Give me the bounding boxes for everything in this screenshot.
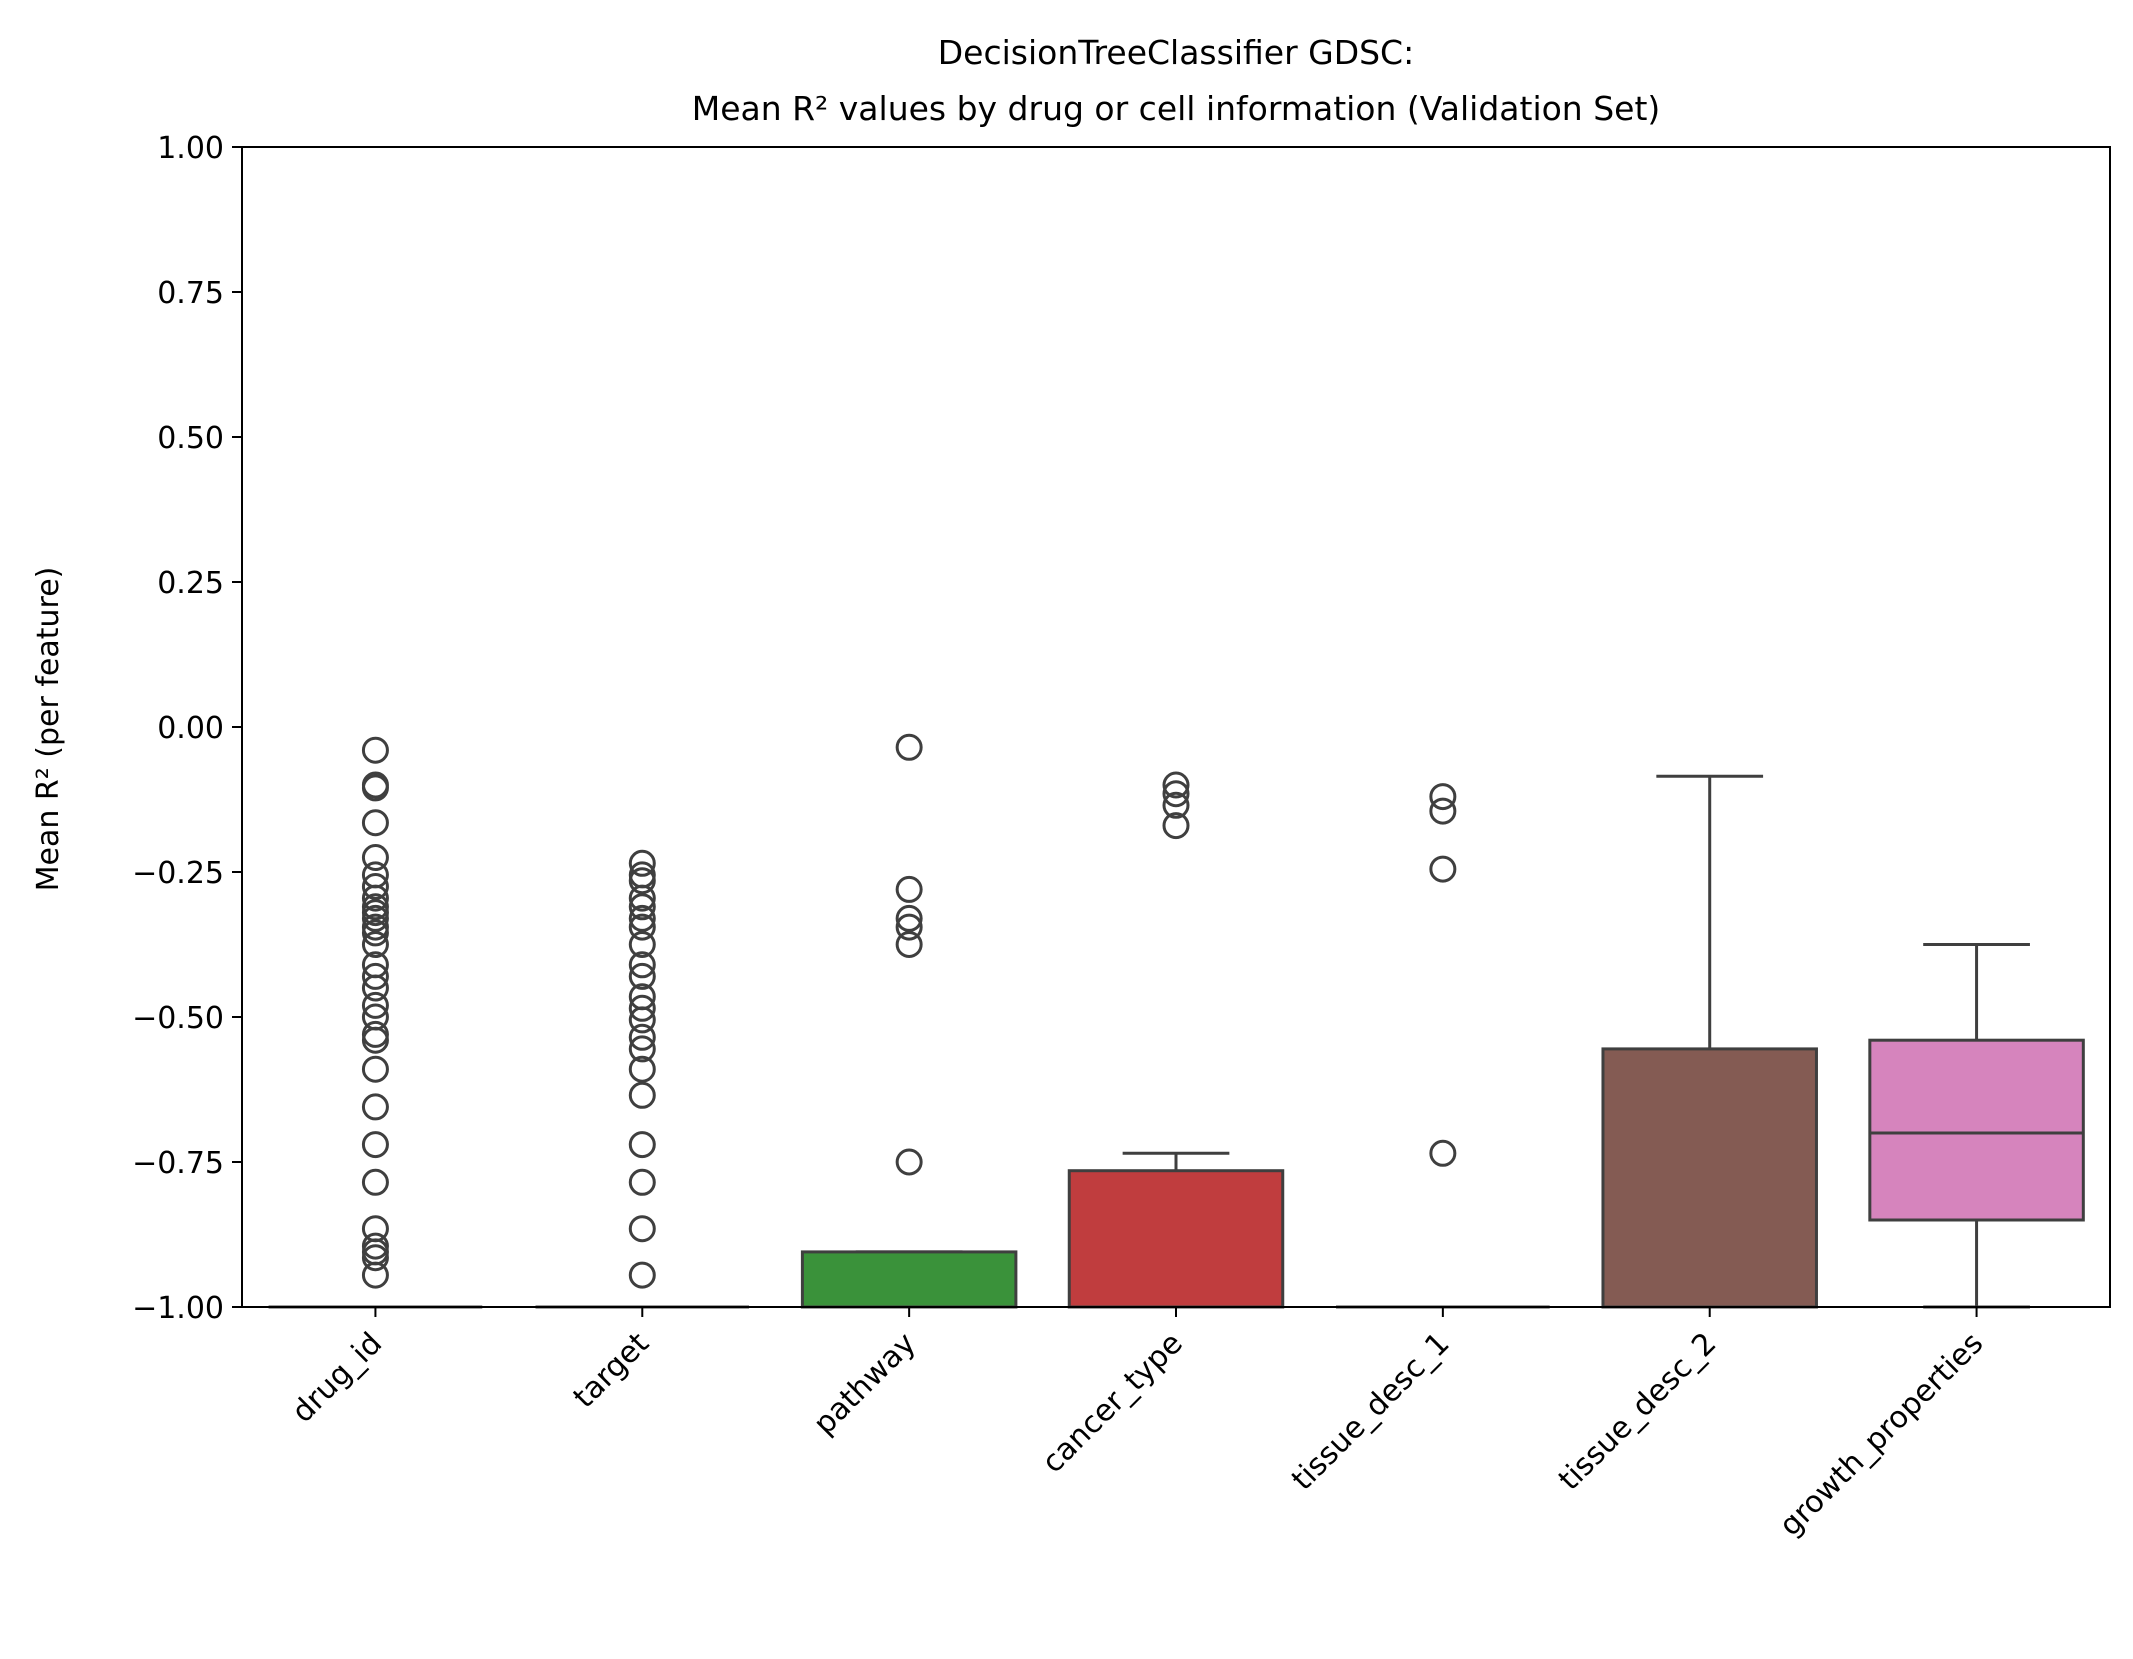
y-tick-label: −0.25 bbox=[132, 856, 224, 891]
box-iqr bbox=[1601, 1047, 1818, 1309]
outlier-point bbox=[361, 931, 389, 958]
outlier-point bbox=[361, 1244, 389, 1272]
plot-frame bbox=[241, 146, 2111, 1308]
box-iqr bbox=[1868, 1038, 2085, 1222]
outlier-point bbox=[628, 931, 656, 958]
outlier-point bbox=[628, 1261, 656, 1289]
outlier-point bbox=[361, 1026, 389, 1054]
outlier-point bbox=[628, 1131, 656, 1159]
outlier-point bbox=[361, 809, 389, 837]
outlier-point bbox=[361, 904, 389, 932]
chart-title-line-2: Mean R² values by drug or cell informati… bbox=[692, 89, 1661, 128]
outlier-point bbox=[628, 1215, 656, 1243]
outlier-point bbox=[628, 1023, 656, 1051]
chart-title-line-1: DecisionTreeClassifier GDSC: bbox=[938, 33, 1414, 72]
y-tick-label: 0.75 bbox=[157, 276, 224, 311]
outlier-point bbox=[895, 913, 923, 941]
y-tick-label: −0.50 bbox=[132, 1001, 224, 1036]
outlier-point bbox=[361, 919, 389, 947]
outlier-point bbox=[1162, 791, 1190, 819]
y-tick-label: 1.00 bbox=[157, 131, 224, 166]
outlier-point bbox=[628, 849, 656, 877]
outlier-point bbox=[628, 893, 656, 921]
outlier-point bbox=[628, 884, 656, 912]
outlier-point bbox=[1429, 797, 1457, 825]
outlier-point bbox=[1162, 780, 1190, 808]
outlier-point bbox=[1429, 1139, 1457, 1167]
outlier-point bbox=[361, 1168, 389, 1196]
outlier-point bbox=[628, 913, 656, 941]
outlier-point bbox=[361, 774, 389, 802]
outlier-point bbox=[361, 873, 389, 900]
y-tick-label: 0.50 bbox=[157, 421, 224, 456]
outlier-point bbox=[628, 1035, 656, 1063]
box-group-growth-properties bbox=[1868, 943, 2085, 1309]
outlier-point bbox=[1429, 783, 1457, 811]
outlier-point bbox=[361, 1093, 389, 1121]
outlier-point bbox=[1162, 771, 1190, 799]
outlier-point bbox=[628, 994, 656, 1022]
outlier-point bbox=[361, 991, 389, 1019]
y-axis: 1.00 0.75 0.50 0.25 0.00 −0.25 −0.50 −0.75 −1.00 bbox=[132, 131, 242, 1326]
outlier-point bbox=[361, 884, 389, 912]
outlier-point bbox=[628, 1006, 656, 1034]
outlier-point bbox=[895, 904, 923, 932]
outlier-point bbox=[628, 867, 656, 895]
box-group-cancer-type bbox=[1067, 771, 1285, 1309]
y-tick-label: 0.25 bbox=[157, 566, 224, 601]
outlier-point bbox=[895, 1148, 923, 1176]
outlier-point bbox=[361, 974, 389, 1002]
outlier-point bbox=[895, 875, 923, 903]
y-axis-label: Mean R² (per feature) bbox=[31, 567, 66, 892]
outlier-point bbox=[361, 844, 389, 871]
outlier-point bbox=[895, 733, 923, 761]
outlier-point bbox=[628, 962, 656, 990]
outlier-point bbox=[361, 1055, 389, 1083]
outlier-point bbox=[361, 962, 389, 990]
y-tick-label: 0.00 bbox=[157, 711, 224, 746]
outlier-point bbox=[628, 951, 656, 979]
outlier-point bbox=[361, 1131, 389, 1159]
outlier-point bbox=[628, 1055, 656, 1083]
outlier-point bbox=[1429, 855, 1457, 883]
outlier-point bbox=[628, 1081, 656, 1109]
box-iqr bbox=[800, 1250, 1018, 1309]
box-iqr bbox=[1067, 1169, 1285, 1309]
outlier-point bbox=[628, 904, 656, 932]
y-tick-label: −0.75 bbox=[132, 1146, 224, 1181]
outlier-point bbox=[361, 736, 389, 764]
outlier-point bbox=[361, 1261, 389, 1289]
outlier-point bbox=[628, 1168, 656, 1196]
box-group-pathway bbox=[800, 733, 1018, 1309]
outlier-point bbox=[1162, 812, 1190, 840]
outlier-point bbox=[895, 931, 923, 958]
y-tick-label: −1.00 bbox=[132, 1291, 224, 1326]
